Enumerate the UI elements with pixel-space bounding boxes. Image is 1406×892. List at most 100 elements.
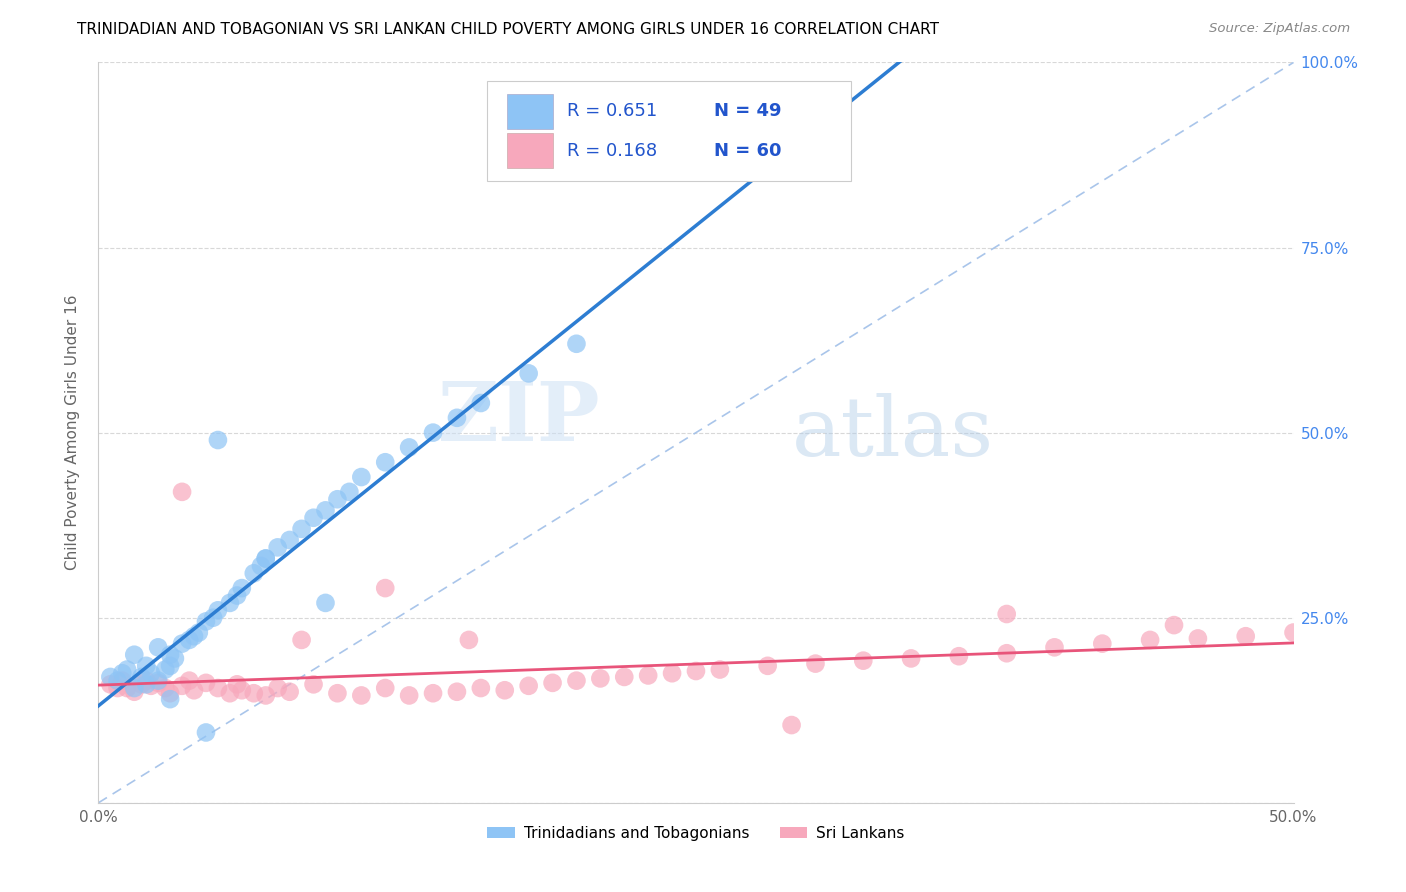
Point — [172, 484, 194, 499]
Point — [613, 670, 636, 684]
Point — [661, 666, 683, 681]
Point — [159, 686, 181, 700]
Text: ZIP: ZIP — [437, 378, 600, 458]
Y-axis label: Child Poverty Among Girls Under 16: Child Poverty Among Girls Under 16 — [65, 295, 80, 570]
Point — [804, 657, 827, 671]
Point — [541, 676, 564, 690]
Point — [254, 551, 277, 566]
Point — [398, 689, 420, 703]
Point — [1139, 632, 1161, 647]
Point — [326, 492, 349, 507]
Point — [179, 632, 201, 647]
Point — [226, 677, 249, 691]
Point — [159, 648, 181, 662]
Point — [98, 677, 122, 691]
Point — [278, 685, 301, 699]
Point — [422, 425, 444, 440]
FancyBboxPatch shape — [508, 133, 553, 169]
Point — [195, 725, 218, 739]
Point — [254, 689, 277, 703]
Point — [139, 679, 162, 693]
Point — [179, 673, 201, 688]
Point — [302, 677, 325, 691]
Point — [995, 607, 1018, 621]
Point — [589, 672, 612, 686]
Point — [148, 640, 170, 655]
Point — [291, 522, 314, 536]
Point — [195, 615, 218, 629]
Point — [111, 666, 134, 681]
Text: N = 49: N = 49 — [714, 103, 782, 120]
Point — [159, 658, 181, 673]
FancyBboxPatch shape — [486, 81, 852, 181]
Point — [163, 651, 186, 665]
Point — [291, 632, 314, 647]
Point — [135, 677, 157, 691]
Point — [517, 367, 540, 381]
Point — [135, 673, 157, 688]
Point — [398, 441, 420, 455]
Point — [183, 683, 205, 698]
Point — [183, 629, 205, 643]
Point — [446, 410, 468, 425]
Point — [250, 558, 273, 573]
Point — [135, 658, 157, 673]
Point — [470, 396, 492, 410]
Point — [780, 718, 803, 732]
Point — [350, 470, 373, 484]
Point — [124, 681, 146, 695]
Point — [243, 686, 266, 700]
Point — [231, 581, 253, 595]
Point — [107, 673, 129, 688]
Point — [685, 664, 707, 678]
Point — [131, 677, 153, 691]
Point — [254, 551, 277, 566]
Point — [302, 510, 325, 524]
Point — [155, 663, 177, 677]
Point — [948, 649, 970, 664]
Point — [315, 503, 337, 517]
FancyBboxPatch shape — [508, 94, 553, 129]
Point — [852, 654, 875, 668]
Point — [565, 673, 588, 688]
Point — [139, 666, 162, 681]
Point — [195, 676, 218, 690]
Point — [756, 658, 779, 673]
Point — [172, 637, 194, 651]
Point — [207, 603, 229, 617]
Point — [446, 685, 468, 699]
Point — [494, 683, 516, 698]
Point — [517, 679, 540, 693]
Point — [115, 681, 138, 695]
Point — [226, 589, 249, 603]
Point — [470, 681, 492, 695]
Point — [155, 681, 177, 695]
Point — [565, 336, 588, 351]
Point — [350, 689, 373, 703]
Point — [124, 648, 146, 662]
Point — [374, 581, 396, 595]
Point — [637, 668, 659, 682]
Text: Source: ZipAtlas.com: Source: ZipAtlas.com — [1209, 22, 1350, 36]
Point — [115, 663, 138, 677]
Point — [1163, 618, 1185, 632]
Text: TRINIDADIAN AND TOBAGONIAN VS SRI LANKAN CHILD POVERTY AMONG GIRLS UNDER 16 CORR: TRINIDADIAN AND TOBAGONIAN VS SRI LANKAN… — [77, 22, 939, 37]
Point — [98, 670, 122, 684]
Point — [219, 686, 242, 700]
Point — [1043, 640, 1066, 655]
Point — [315, 596, 337, 610]
Point — [278, 533, 301, 547]
Point — [709, 663, 731, 677]
Point — [131, 670, 153, 684]
Point — [374, 455, 396, 469]
Point — [458, 632, 481, 647]
Point — [1187, 632, 1209, 646]
Point — [219, 596, 242, 610]
Point — [267, 681, 290, 695]
Point — [1091, 637, 1114, 651]
Text: atlas: atlas — [792, 392, 994, 473]
Point — [339, 484, 361, 499]
Point — [107, 681, 129, 695]
Point — [187, 625, 209, 640]
Point — [231, 683, 253, 698]
